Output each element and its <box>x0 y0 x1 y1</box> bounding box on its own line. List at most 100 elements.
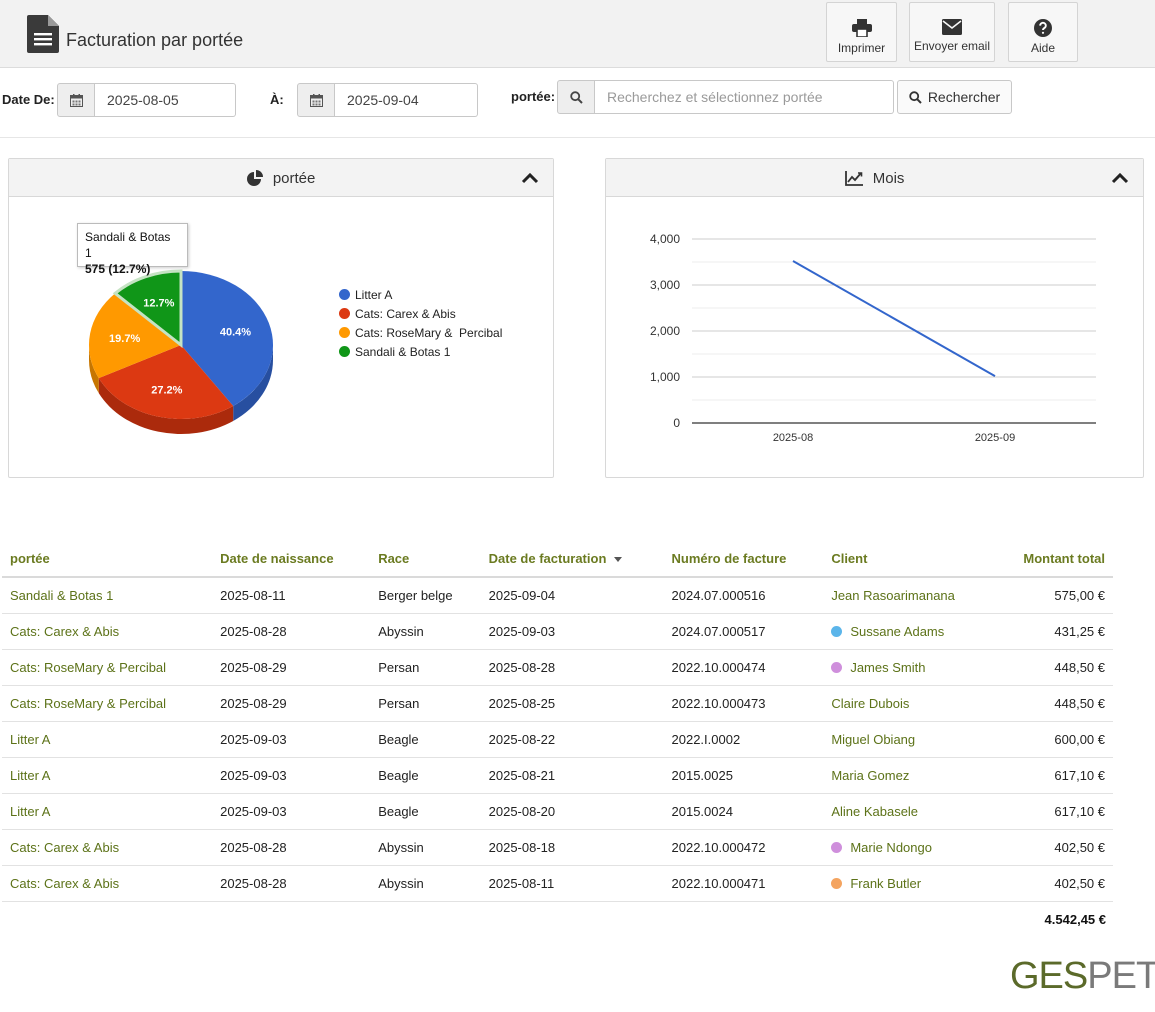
pie-slice-label: 40.4% <box>220 326 251 338</box>
invoice-number: 2024.07.000516 <box>663 577 824 614</box>
invoice-number: 2022.10.000472 <box>663 829 824 866</box>
client-link[interactable]: Frank Butler <box>823 865 994 902</box>
birth-date: 2025-08-28 <box>212 829 371 866</box>
total-amount-text: 448,50 € <box>1054 659 1105 675</box>
portee-link[interactable]: Cats: RoseMary & Percibal <box>2 649 213 686</box>
birth-date: 2025-08-29 <box>212 649 371 686</box>
client-link[interactable]: Aline Kabasele <box>823 793 994 830</box>
col-montant-total[interactable]: Montant total <box>993 541 1113 578</box>
birth-date-text: 2025-08-11 <box>220 587 286 603</box>
billing-date-text: 2025-08-25 <box>488 695 556 711</box>
series-line[interactable] <box>792 260 996 377</box>
x-tick-label: 2025-08 <box>773 432 813 444</box>
total-amount: 402,50 € <box>993 829 1113 866</box>
invoice-number: 2022.I.0002 <box>663 721 824 758</box>
table-row[interactable]: Cats: RoseMary & Percibal 2025-08-29 Persa… <box>2 685 1113 722</box>
race-text: Persan <box>378 695 420 711</box>
race: Beagle <box>370 721 481 758</box>
portee-link[interactable]: Litter A <box>2 757 213 794</box>
client-link[interactable]: Sussane Adams <box>823 613 994 650</box>
race: Abyssin <box>370 829 481 866</box>
logo-part2: PET <box>1087 955 1155 997</box>
col-date-facturation[interactable]: Date de facturation <box>480 541 664 578</box>
portee-link[interactable]: Cats: Carex & Abis <box>2 865 213 902</box>
chevron-up-icon[interactable] <box>521 171 539 185</box>
table-row[interactable]: Cats: Carex & Abis 2025-08-28 Abyssin 2025-… <box>2 829 1113 866</box>
divider <box>0 137 1155 138</box>
col-race[interactable]: Race <box>370 541 481 578</box>
line-panel-header: Mois <box>606 159 1143 197</box>
portee-link[interactable]: Cats: Carex & Abis <box>2 829 213 866</box>
legend-item[interactable]: Sandali & Botas 1 <box>339 345 450 359</box>
pie-slice-label: 27.2% <box>151 384 182 396</box>
total-amount-text: 402,50 € <box>1054 875 1105 891</box>
portee-link-text: Cats: RoseMary & Percibal <box>10 695 167 711</box>
line-chart-icon <box>844 171 863 186</box>
total-amount-text: 617,10 € <box>1054 767 1105 783</box>
portee-link-text: Sandali & Botas 1 <box>10 587 114 603</box>
date-to-input[interactable] <box>335 83 478 117</box>
client-link[interactable]: James Smith <box>823 649 994 686</box>
portee-link[interactable]: Litter A <box>2 793 213 830</box>
col-client[interactable]: Client <box>823 541 994 578</box>
billing-date: 2025-09-04 <box>480 577 664 614</box>
send-email-button[interactable]: Envoyer email <box>909 2 995 62</box>
invoice-number-text: 2022.10.000474 <box>671 659 766 675</box>
print-button[interactable]: Imprimer <box>826 2 897 62</box>
pie-slice[interactable] <box>98 345 234 419</box>
billing-date-text: 2025-08-22 <box>488 731 556 747</box>
col-numero-facture[interactable]: Numéro de facture <box>663 541 824 578</box>
client-link[interactable]: Marie Ndongo <box>823 829 994 866</box>
table-row[interactable]: Cats: RoseMary & Percibal 2025-08-29 Persa… <box>2 649 1113 686</box>
invoice-number-text: 2022.10.000472 <box>671 839 766 855</box>
total-amount-text: 402,50 € <box>1054 839 1105 855</box>
pie-slice[interactable] <box>112 269 183 349</box>
client-link[interactable]: Jean Rasoarimanana <box>823 577 994 614</box>
table-row[interactable]: Sandali & Botas 1 2025-08-11 Berger belge 2… <box>2 577 1113 614</box>
total-amount: 617,10 € <box>993 757 1113 794</box>
birth-date-text: 2025-08-28 <box>220 875 287 891</box>
table-row[interactable]: Litter A 2025-09-03 Beagle 2025-08-22 2022.I… <box>2 721 1113 758</box>
race-text: Abyssin <box>378 623 424 639</box>
pie-slice[interactable] <box>89 293 181 379</box>
help-button[interactable]: Aide <box>1008 2 1078 62</box>
client-link[interactable]: Miguel Obiang <box>823 721 994 758</box>
portee-link[interactable]: Sandali & Botas 1 <box>2 577 213 614</box>
total-amount-text: 431,25 € <box>1054 623 1105 639</box>
chevron-up-icon[interactable] <box>1111 171 1129 185</box>
client-link[interactable]: Claire Dubois <box>823 685 994 722</box>
col-portee[interactable]: portée <box>2 541 213 578</box>
legend-item[interactable]: Litter A <box>339 288 392 302</box>
date-from-input[interactable] <box>95 83 236 117</box>
portee-link[interactable]: Litter A <box>2 721 213 758</box>
billing-date-text: 2025-08-11 <box>488 875 555 891</box>
client-link-text: Miguel Obiang <box>831 731 916 747</box>
race-text: Berger belge <box>378 587 453 603</box>
table-row[interactable]: Cats: Carex & Abis 2025-08-28 Abyssin 2025-… <box>2 865 1113 902</box>
search-button[interactable]: Rechercher <box>897 80 1012 114</box>
total-amount: 575,00 € <box>993 577 1113 614</box>
table-row[interactable]: Litter A 2025-09-03 Beagle 2025-08-20 2015.0… <box>2 793 1113 830</box>
billing-date-text: 2025-08-21 <box>488 767 556 783</box>
table-row[interactable]: Litter A 2025-09-03 Beagle 2025-08-21 2015.0… <box>2 757 1113 794</box>
portee-link[interactable]: Cats: Carex & Abis <box>2 613 213 650</box>
client-link[interactable]: Maria Gomez <box>823 757 994 794</box>
date-from-calendar-button[interactable] <box>57 83 95 117</box>
col-date-naissance[interactable]: Date de naissance <box>212 541 371 578</box>
date-to-calendar-button[interactable] <box>297 83 335 117</box>
race-text: Persan <box>378 659 420 675</box>
portee-search-input[interactable] <box>595 80 894 114</box>
line-chart-panel: Mois <box>605 158 1144 478</box>
pie-slice-label: 12.7% <box>143 298 174 310</box>
table-row[interactable]: Cats: Carex & Abis 2025-08-28 Abyssin 2025-… <box>2 613 1113 650</box>
birth-date-text: 2025-08-28 <box>220 623 287 639</box>
legend-label: Cats: Carex & Abis <box>355 307 456 321</box>
legend-item[interactable]: Cats: RoseMary & Percibal <box>339 326 502 340</box>
race: Persan <box>370 649 481 686</box>
portee-link[interactable]: Cats: RoseMary & Percibal <box>2 685 213 722</box>
race-text: Beagle <box>378 803 419 819</box>
legend-item[interactable]: Cats: Carex & Abis <box>339 307 456 321</box>
client-link-text: James Smith <box>850 659 926 675</box>
client-link-text: Jean Rasoarimanana <box>831 587 955 603</box>
pie-slice[interactable] <box>181 271 273 406</box>
